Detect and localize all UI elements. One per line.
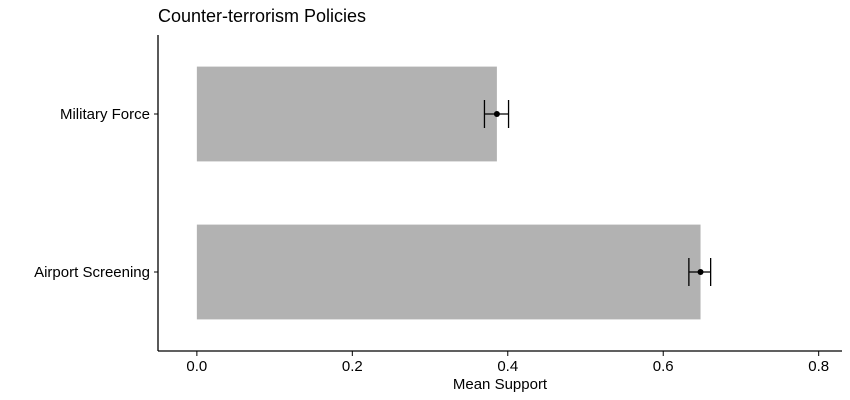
x-tick-label: 0.4	[497, 358, 518, 375]
bar-military-force	[196, 66, 497, 162]
bar-airport-screening	[196, 224, 701, 320]
x-ticks: 0.0 0.2 0.4 0.6 0.8	[186, 351, 829, 375]
x-axis-title: Mean Support	[453, 376, 548, 393]
y-tick-label: Military Force	[60, 106, 150, 123]
bars-group	[196, 66, 701, 320]
x-tick-label: 0.2	[342, 358, 363, 375]
y-tick-labels: Military Force Airport Screening	[34, 106, 158, 281]
error-bars-group	[483, 100, 712, 286]
chart-title: Counter-terrorism Policies	[158, 6, 366, 26]
y-tick-label: Airport Screening	[34, 264, 150, 281]
x-tick-label: 0.0	[186, 358, 207, 375]
axes-group	[157, 35, 842, 352]
mean-point	[697, 269, 704, 275]
x-tick-label: 0.8	[808, 358, 829, 375]
x-tick-label: 0.6	[653, 358, 674, 375]
mean-point	[493, 111, 500, 117]
